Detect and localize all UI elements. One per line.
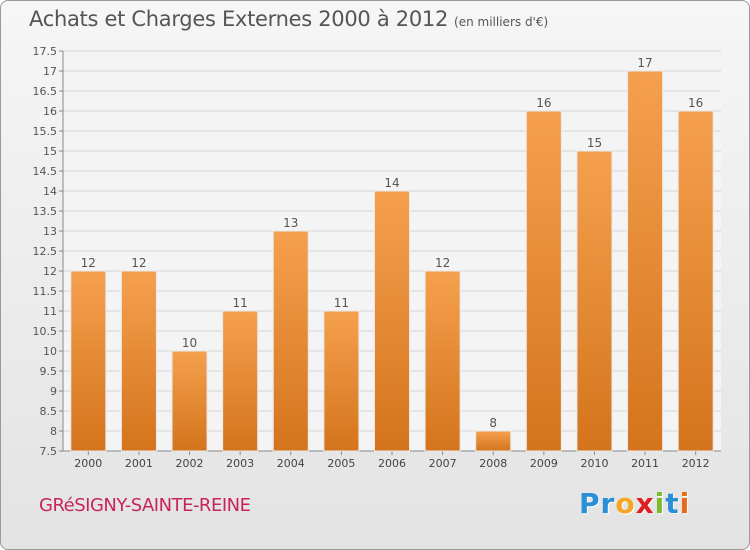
logo-letter: x (635, 487, 655, 520)
bar (272, 230, 309, 452)
bar-value-label: 10 (182, 336, 197, 350)
x-tick-label: 2008 (479, 457, 507, 470)
y-tick-label: 12.5 (33, 245, 58, 258)
bar (70, 270, 107, 452)
x-tick-label: 2011 (631, 457, 659, 470)
bar (222, 310, 259, 452)
bar (323, 310, 360, 452)
logo-letter: i (679, 487, 691, 520)
x-tick-label: 2002 (176, 457, 204, 470)
bar-value-label: 8 (489, 416, 497, 430)
y-tick-label: 8.5 (40, 405, 58, 418)
commune-name: GRéSIGNY-SAINTE-REINE (39, 495, 251, 516)
y-tick-label: 12 (43, 265, 57, 278)
y-tick-label: 14.5 (33, 165, 58, 178)
y-tick-label: 13.5 (33, 205, 58, 218)
bar-value-label: 12 (435, 256, 450, 270)
bar-value-label: 17 (637, 56, 652, 70)
bar (525, 110, 562, 452)
logo-letter: r (600, 487, 616, 520)
bar (374, 190, 410, 452)
x-tick-label: 2007 (429, 457, 457, 470)
y-tick-label: 16 (43, 105, 57, 118)
bar-value-label: 11 (334, 296, 349, 310)
y-tick-label: 10.5 (33, 325, 58, 338)
bar (424, 270, 461, 452)
labels: 7.5 8 8.5 9 9.5 10 10.5 11 11.5 12 12.5 13 13.5 14 14.… (33, 45, 710, 470)
x-tick-label: 2006 (378, 457, 406, 470)
y-tick-label: 16.5 (33, 85, 58, 98)
bar (171, 350, 208, 452)
chart-title: Achats et Charges Externes 2000 à 2012 (e… (29, 7, 548, 31)
x-tick-label: 2003 (226, 457, 254, 470)
x-tick-label: 2000 (74, 457, 102, 470)
bar-value-label: 12 (81, 256, 96, 270)
bar-value-label: 14 (384, 176, 399, 190)
bar (120, 270, 157, 452)
bar-value-label: 15 (587, 136, 602, 150)
y-tick-label: 15 (43, 145, 57, 158)
y-tick-label: 11 (43, 305, 57, 318)
y-tick-label: 17 (43, 65, 57, 78)
bar-value-label: 11 (233, 296, 248, 310)
y-tick-label: 15.5 (33, 125, 58, 138)
y-tick-label: 9 (50, 385, 57, 398)
y-tick-label: 11.5 (33, 285, 58, 298)
y-tick-label: 14 (43, 185, 57, 198)
logo-letter: i (654, 487, 666, 520)
bar-value-label: 16 (536, 96, 551, 110)
y-tick-label: 8 (50, 425, 57, 438)
bars (70, 70, 714, 452)
x-tick-label: 2012 (682, 457, 710, 470)
y-tick-label: 17.5 (33, 45, 58, 58)
x-tick-label: 2001 (125, 457, 153, 470)
bar-value-label: 16 (688, 96, 703, 110)
x-tick-label: 2009 (530, 457, 558, 470)
bar (627, 70, 664, 452)
y-tick-label: 9.5 (40, 365, 58, 378)
y-tick-label: 7.5 (40, 445, 58, 458)
bar (475, 430, 512, 452)
logo-letter: o (615, 487, 636, 520)
logo-letter: P (579, 487, 601, 520)
x-tick-label: 2005 (327, 457, 355, 470)
proxiti-logo: Proxiti (579, 487, 690, 520)
bar-value-label: 12 (131, 256, 146, 270)
x-tick-label: 2004 (277, 457, 305, 470)
y-tick-label: 13 (43, 225, 57, 238)
chart-subtitle: (en milliers d'€) (454, 15, 549, 29)
y-tick-label: 10 (43, 345, 57, 358)
bar-value-label: 13 (283, 216, 298, 230)
x-tick-label: 2010 (580, 457, 608, 470)
bar (677, 110, 714, 452)
logo-letter: t (665, 487, 680, 520)
title-text: Achats et Charges Externes 2000 à 2012 (29, 7, 449, 31)
bar (576, 150, 613, 452)
